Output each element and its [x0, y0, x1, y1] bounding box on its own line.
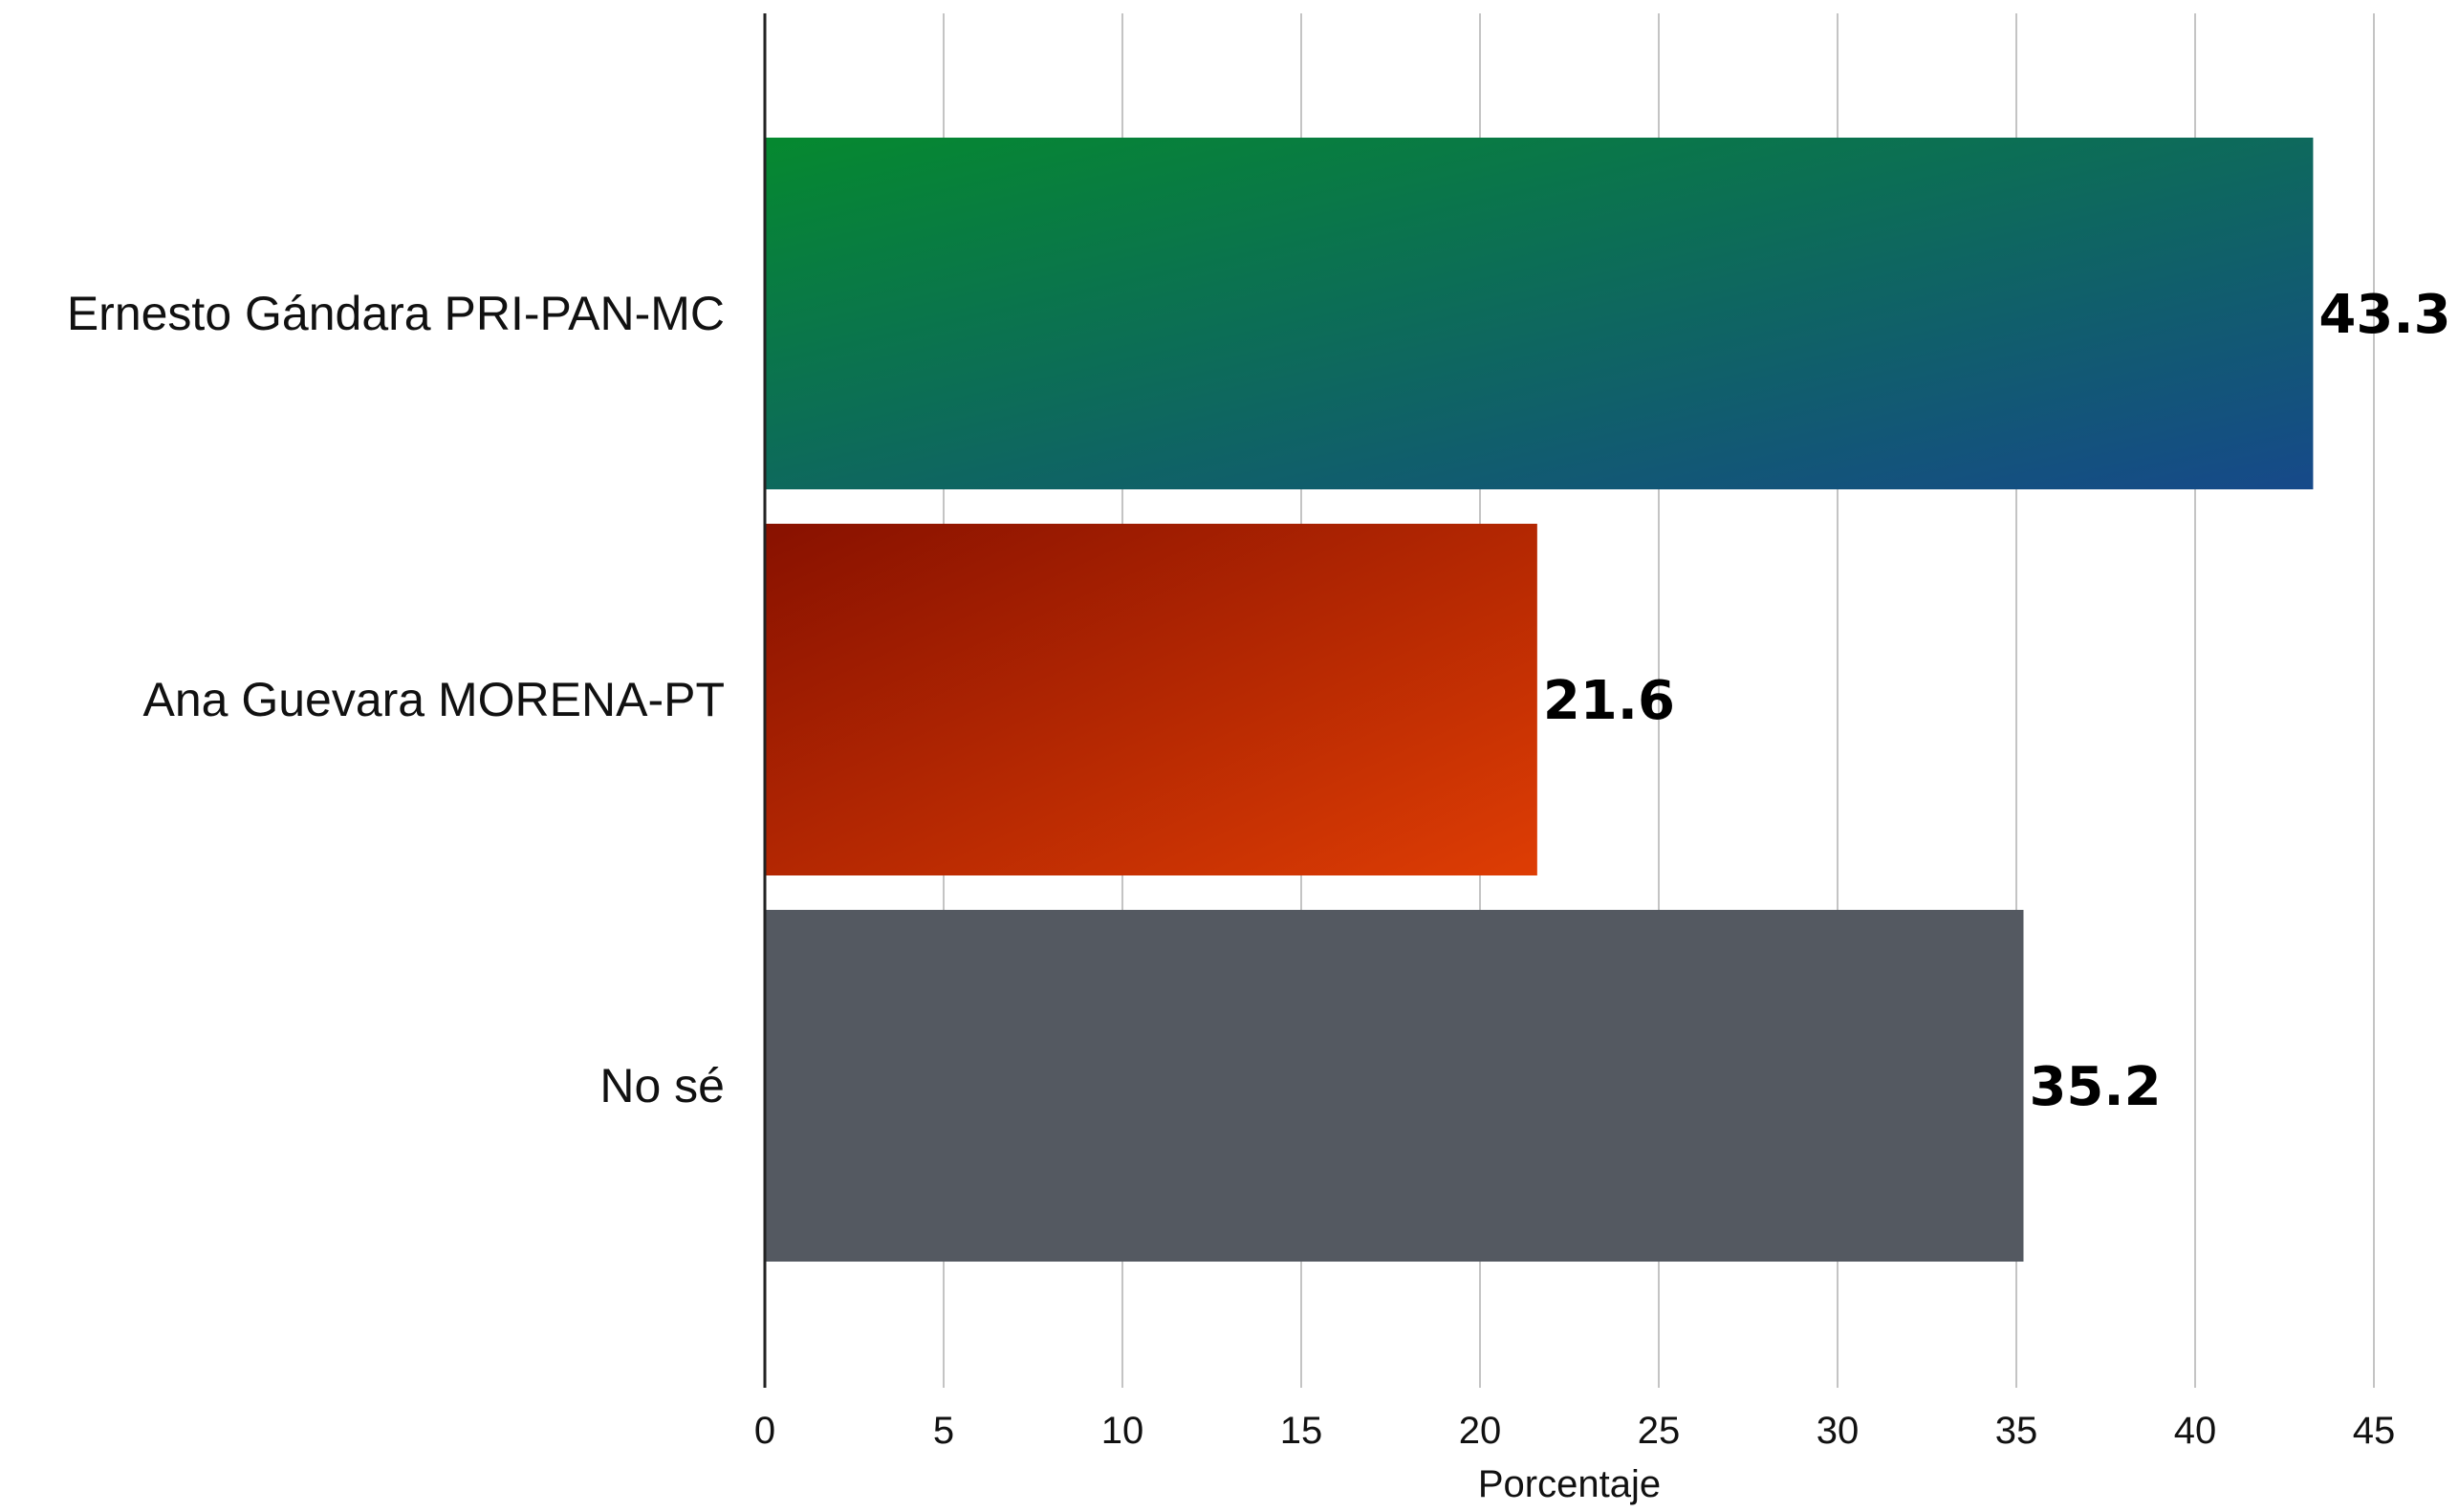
value-label-ernesto-gandara-pri-pan-mc: 43.3 — [2318, 284, 2450, 346]
bar-no-se — [765, 910, 2024, 1262]
x-tick-label-20: 20 — [1459, 1410, 1502, 1452]
category-labels: Ernesto Gándara PRI-PAN-MC Ana Guevara MO… — [67, 287, 725, 1112]
x-tick-labels: 0 5 10 15 20 25 30 35 40 45 — [754, 1410, 2395, 1452]
x-tick-label-25: 25 — [1638, 1410, 1681, 1452]
value-label-ana-guevara-morena-pt: 21.6 — [1543, 670, 1675, 732]
x-tick-label-30: 30 — [1817, 1410, 1860, 1452]
category-label-ernesto-gandara-pri-pan-mc: Ernesto Gándara PRI-PAN-MC — [67, 287, 725, 340]
x-axis-title: Porcentaje — [1478, 1463, 1661, 1505]
value-label-no-se: 35.2 — [2029, 1056, 2161, 1118]
bars — [765, 138, 2314, 1262]
category-label-ana-guevara-morena-pt: Ana Guevara MORENA-PT — [142, 673, 725, 726]
bar-ernesto-gandara-pri-pan-mc — [765, 138, 2314, 489]
bar-ana-guevara-morena-pt — [765, 524, 1537, 875]
value-labels: 43.3 21.6 35.2 — [1543, 284, 2451, 1118]
x-tick-label-45: 45 — [2353, 1410, 2396, 1452]
category-label-no-se: No sé — [599, 1059, 725, 1112]
x-tick-label-10: 10 — [1101, 1410, 1144, 1452]
x-tick-label-15: 15 — [1280, 1410, 1323, 1452]
x-tick-label-0: 0 — [754, 1410, 775, 1452]
x-tick-label-40: 40 — [2174, 1410, 2217, 1452]
x-tick-label-5: 5 — [933, 1410, 954, 1452]
x-tick-label-35: 35 — [1995, 1410, 2038, 1452]
